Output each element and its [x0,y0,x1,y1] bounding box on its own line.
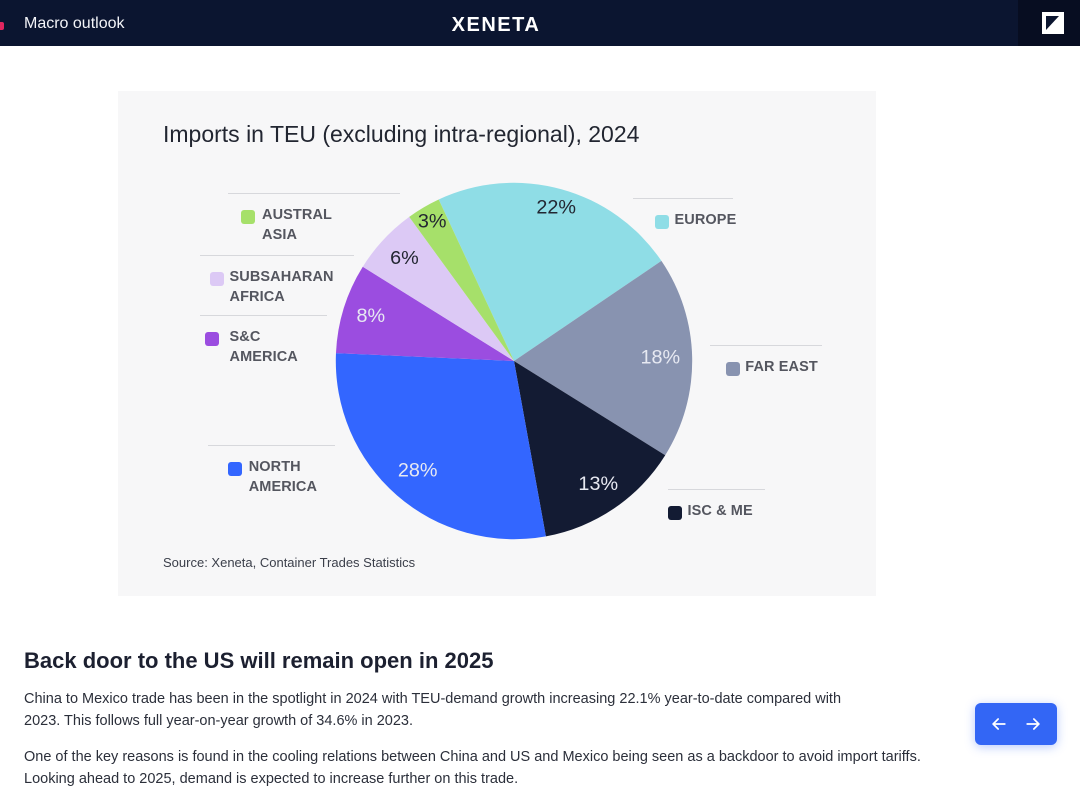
svg-text:22%: 22% [536,196,576,218]
svg-text:18%: 18% [641,346,681,368]
svg-text:13%: 13% [578,473,618,495]
svg-text:8%: 8% [356,305,385,327]
svg-text:3%: 3% [418,210,447,232]
svg-text:28%: 28% [398,460,438,482]
svg-text:6%: 6% [390,247,419,269]
